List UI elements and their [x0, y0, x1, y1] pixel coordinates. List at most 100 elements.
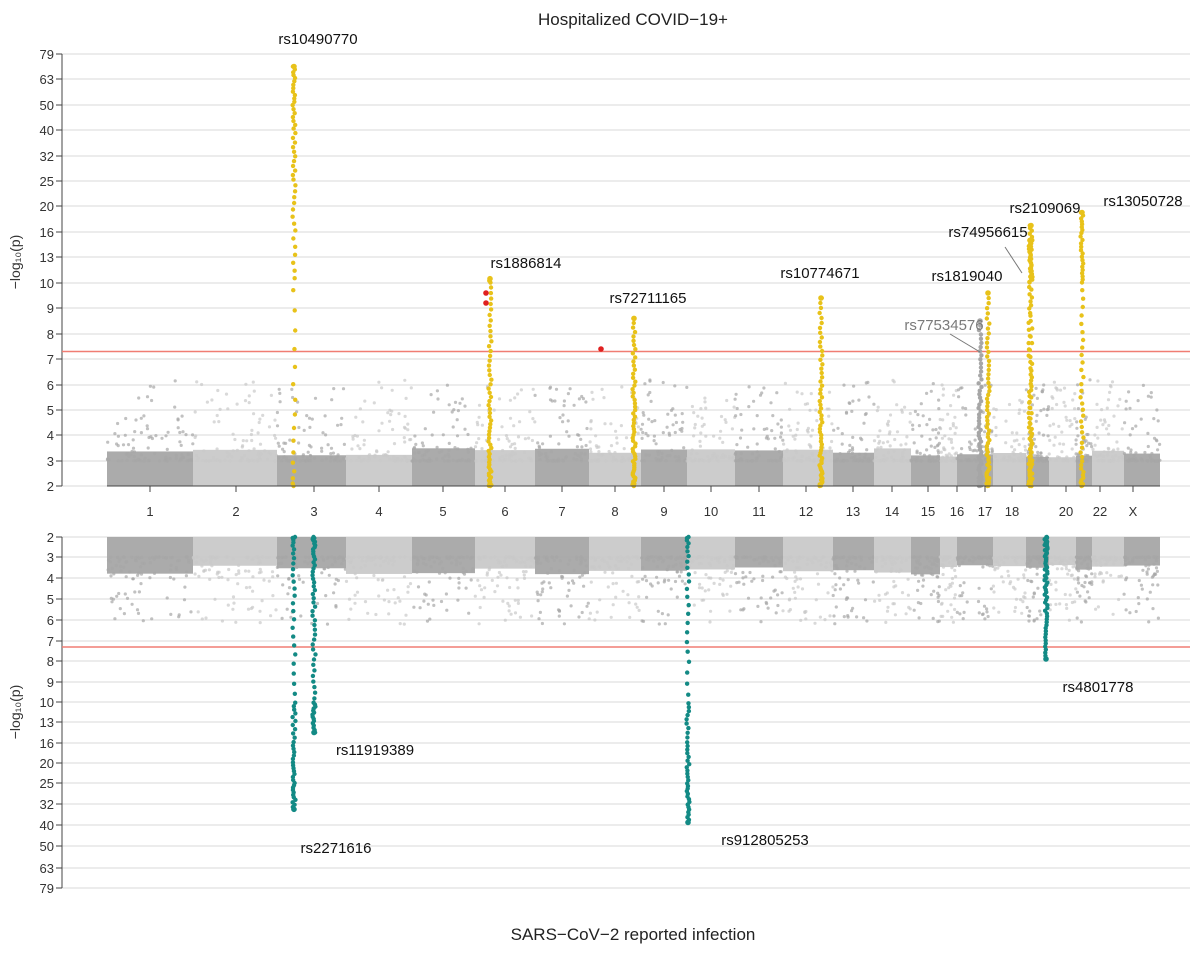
top-snp-point [793, 437, 797, 441]
bottom-snp-point [798, 556, 802, 561]
bottom-hit-point [290, 714, 295, 720]
top-snp-point [226, 454, 230, 459]
bottom-snp-point [1011, 555, 1015, 559]
bottom-hit-point [685, 559, 690, 564]
label-rs72711165: rs72711165 [609, 290, 686, 307]
bottom-hit-point [290, 756, 296, 762]
top-snp-point [911, 423, 915, 427]
chr-label-4: 4 [375, 504, 382, 519]
top-hit-point [986, 372, 991, 377]
bottom-snp-point [504, 555, 508, 559]
top-snp-point [418, 459, 422, 463]
top-hit-point [292, 244, 298, 249]
top-snp-point [1040, 459, 1044, 463]
bottom-snp-point [1077, 569, 1081, 573]
top-snp-point [1060, 450, 1064, 454]
top-snp-point [392, 455, 396, 459]
bottom-snp-point [904, 612, 908, 616]
top-snp-point [590, 390, 594, 394]
top-hit-point [1029, 361, 1035, 366]
top-snp-point [412, 457, 416, 461]
top-snp-point [960, 386, 964, 390]
bottom-snp-point [134, 559, 138, 563]
bottom-snp-point [999, 558, 1003, 562]
top-hit-point [1028, 299, 1033, 304]
top-snp-point [900, 408, 904, 412]
top-hit-point [292, 195, 297, 200]
top-hit-point [1027, 310, 1033, 316]
bottom-snp-point [124, 575, 128, 579]
bottom-snp-point [1058, 602, 1062, 606]
bottom-chr-band-13 [833, 537, 874, 571]
top-snp-point [420, 441, 424, 445]
top-snp-point [778, 458, 782, 462]
bottom-snp-point [437, 571, 442, 575]
top-snp-point [879, 459, 883, 463]
bottom-snp-point [583, 571, 587, 575]
top-hit-point [978, 373, 983, 378]
chr-label-3: 3 [310, 504, 317, 519]
bottom-snp-point [507, 604, 511, 608]
top-snp-point [423, 427, 427, 431]
top-snp-point [654, 442, 658, 446]
bottom-snp-point [915, 555, 919, 559]
bottom-snp-point [1034, 556, 1038, 560]
bottom-snp-point [1136, 596, 1140, 600]
bottom-snp-point [621, 589, 625, 593]
bottom-snp-point [398, 599, 402, 603]
top-hit-point [486, 344, 492, 349]
bottom-snp-point [1027, 557, 1031, 562]
bottom-snp-point [794, 575, 798, 579]
bottom-snp-point [976, 599, 981, 604]
bottom-snp-point [693, 571, 697, 575]
bottom-snp-point [131, 577, 135, 581]
top-snp-point [661, 431, 665, 435]
bottom-snp-point [589, 556, 593, 560]
top-snp-point [915, 456, 919, 460]
top-snp-point [301, 454, 305, 458]
top-snp-point [406, 428, 410, 432]
bottom-snp-point [1049, 582, 1053, 587]
bottom-snp-point [469, 578, 473, 582]
top-snp-point [537, 444, 541, 448]
bottom-snp-point [842, 583, 846, 587]
top-snp-point [126, 443, 131, 447]
top-snp-point [436, 397, 440, 401]
top-snp-point [204, 459, 208, 463]
top-snp-point [815, 419, 819, 423]
bottom-hit-point [290, 722, 295, 728]
bottom-snp-point [482, 595, 486, 600]
bottom-snp-point [988, 564, 992, 568]
top-snp-point [787, 424, 791, 428]
bottom-snp-point [245, 556, 250, 560]
top-snp-point [390, 388, 394, 392]
bottom-hit-point [292, 707, 297, 712]
top-snp-point [666, 412, 670, 416]
top-snp-point [330, 398, 334, 402]
top-snp-point [245, 439, 249, 443]
chr-label-16: 16 [950, 504, 964, 519]
bottom-snp-point [1141, 568, 1145, 572]
top-hit-point [291, 200, 297, 206]
bottom-snp-point [883, 561, 887, 566]
bottom-snp-point [200, 617, 204, 621]
top-snp-point [752, 399, 756, 403]
top-snp-point [504, 434, 509, 438]
bottom-snp-point [429, 565, 433, 569]
bottom-snp-point [729, 584, 733, 588]
top-snp-point [511, 452, 515, 456]
bottom-snp-point [140, 555, 144, 560]
top-hit-point [984, 425, 990, 430]
top-snp-point [1063, 404, 1067, 408]
bottom-snp-point [615, 557, 619, 562]
top-snp-point [196, 456, 200, 460]
bottom-hit-point [312, 618, 318, 623]
bottom-snp-point [1038, 609, 1042, 613]
bottom-hit-point [312, 690, 318, 695]
top-hit-point [290, 460, 296, 465]
top-hit-point [818, 305, 824, 311]
bottom-snp-point [1093, 556, 1097, 560]
bottom-snp-point [424, 593, 428, 597]
top-hit-point [1028, 318, 1033, 324]
bottom-snp-point [732, 563, 736, 568]
